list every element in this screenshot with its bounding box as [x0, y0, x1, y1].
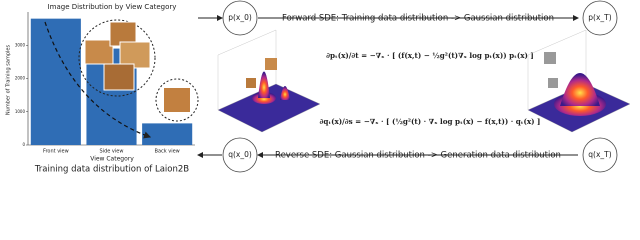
node — [582, 0, 618, 36]
image — [84, 39, 114, 65]
chart-title: Image Distribution by View Category — [48, 3, 177, 11]
forward-label: Forward SDE: Training data distribution … — [282, 14, 554, 24]
node-label: q(x_0) — [228, 150, 252, 159]
surface-plot — [527, 29, 631, 133]
equation: ∂pₜ(x)/∂t = −∇ₓ · [ (f(x,t) − ½g²(t)∇ₓ l… — [326, 51, 534, 60]
x-tick-label: Front view — [43, 149, 69, 155]
bar — [142, 123, 193, 145]
x-tick-label: Side view — [100, 149, 124, 155]
surface-plot — [217, 29, 321, 133]
node — [222, 0, 258, 36]
trend-arrow — [44, 21, 152, 139]
node-label: p(x_0) — [228, 13, 252, 22]
image — [164, 88, 190, 112]
node-label: q(x_T) — [588, 150, 611, 159]
node — [582, 137, 618, 173]
y-tick-label: 2000 — [15, 76, 26, 81]
reverse-label: Reverse SDE: Gaussian distribution -> Ge… — [275, 151, 561, 161]
y-axis-label: Number of Training samples — [6, 45, 12, 116]
node-label: p(x_T) — [588, 13, 611, 22]
equation: ∂qₜ(x)/∂s = −∇ₓ · [ (½g²(t) · ∇ₓ log pₜ(… — [320, 117, 541, 126]
y-tick-label: 3000 — [15, 42, 26, 47]
x-axis-label: View Category — [90, 156, 134, 163]
x-tick-label: Back view — [155, 149, 180, 155]
bar — [30, 18, 81, 145]
image — [103, 63, 135, 91]
y-tick-label: 0 — [22, 142, 25, 147]
figure: Image Distribution by View Category Numb… — [6, 0, 631, 175]
caption: Training data distribution of Laion2B — [34, 165, 189, 175]
image-circle — [78, 19, 156, 97]
y-tick-label: 1000 — [15, 109, 26, 114]
